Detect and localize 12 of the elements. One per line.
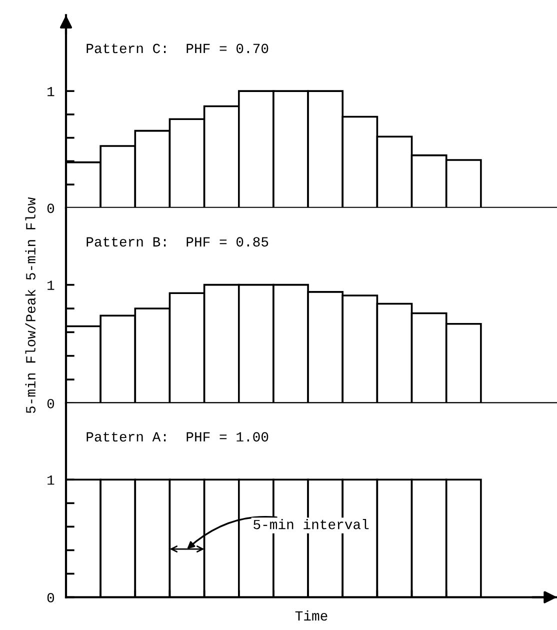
y-tick-label: 1 — [48, 280, 54, 290]
text: Pattern B: PHF = 0.85 — [86, 237, 268, 247]
y-tick-label: 0 — [47, 592, 54, 602]
text: Pattern A: PHF = 1.00 — [86, 432, 268, 442]
y-tick-label: 0 — [47, 204, 54, 214]
y-axis-title: 5-min Flow/Peak 5-min Flow — [25, 197, 36, 414]
y-tick-label: 0 — [47, 398, 54, 408]
annotation: 5-min interval — [254, 519, 369, 530]
text: Pattern C: PHF = 0.70 — [86, 44, 268, 54]
y-tick-label: 1 — [48, 476, 54, 485]
y-tick-label: 1 — [48, 86, 54, 96]
x-axis-title: Time — [295, 610, 328, 621]
